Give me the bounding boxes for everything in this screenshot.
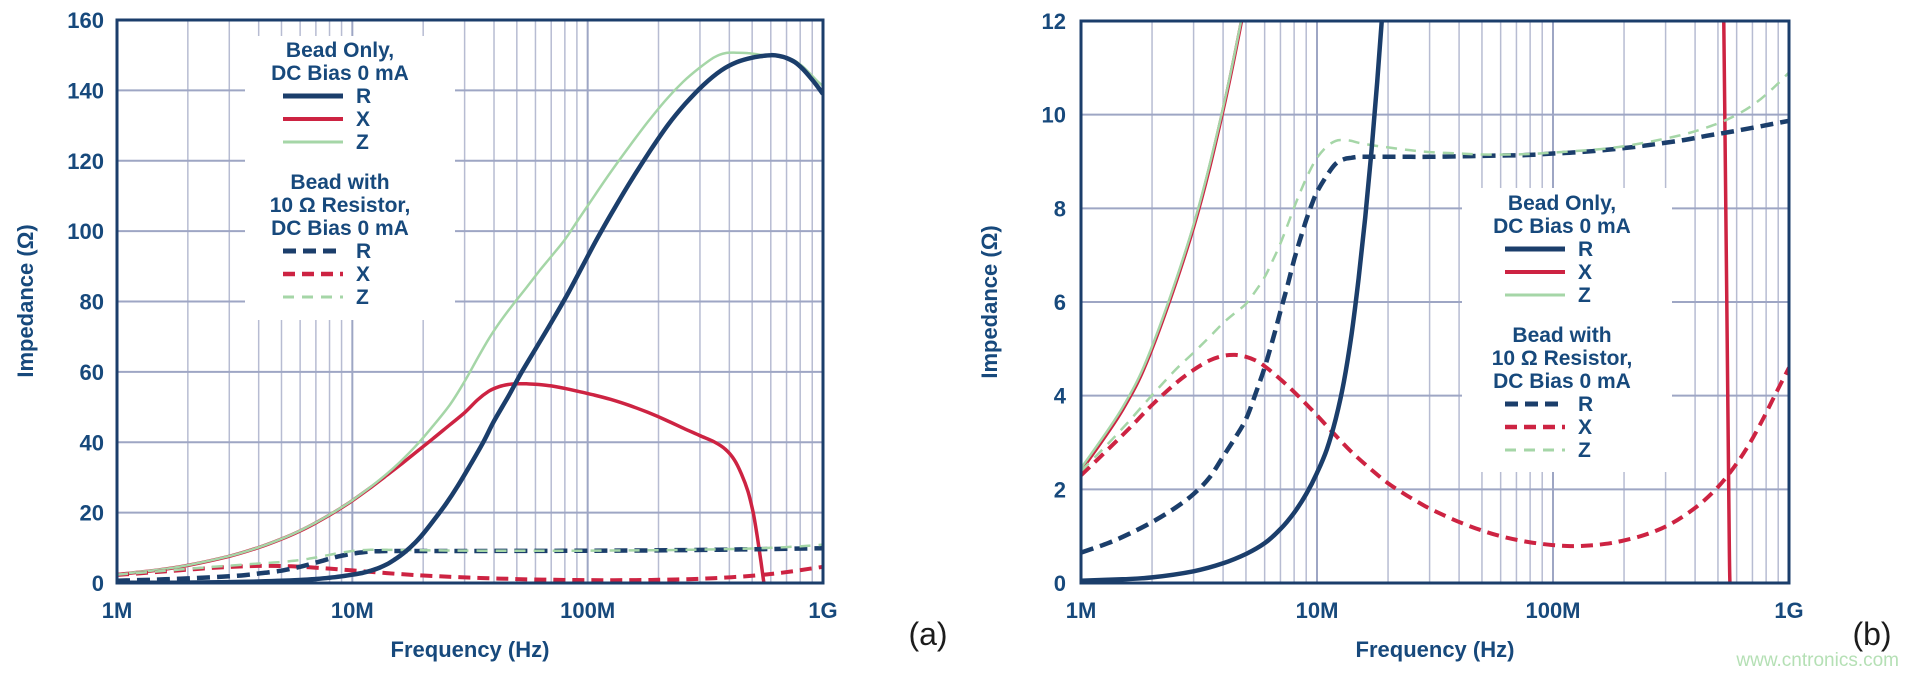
- y-tick-label: 6: [1054, 290, 1066, 315]
- y-tick-label: 140: [67, 78, 104, 103]
- y-tick-label: 100: [67, 219, 104, 244]
- plot-border: [115, 18, 825, 585]
- y-axis-label: Impedance (Ω): [977, 225, 1002, 378]
- legend-title: DC Bias 0 mA: [271, 62, 409, 85]
- curves-b: [1081, 21, 1789, 583]
- series-bead_Z-curve: [1081, 21, 1243, 470]
- x-axis-label: Frequency (Hz): [1356, 637, 1515, 662]
- legend-label: Z: [1578, 284, 1591, 307]
- x-tick-label: 1M: [1066, 598, 1097, 623]
- y-tick-label: 160: [67, 8, 104, 33]
- panel-a-caption: (a): [908, 616, 947, 652]
- legend-label: X: [356, 263, 370, 286]
- legend-title: Bead Only,: [1508, 192, 1616, 215]
- series-beadres_Z-curve: [1081, 71, 1789, 472]
- grid-b: [1081, 21, 1789, 583]
- y-tick-label: 20: [80, 501, 104, 526]
- legend-title: DC Bias 0 mA: [1493, 370, 1631, 393]
- x-tick-label: 1G: [1774, 598, 1803, 623]
- legend-label: R: [1578, 393, 1593, 416]
- y-tick-label: 120: [67, 149, 104, 174]
- legend-background: [245, 36, 455, 320]
- y-tick-label: 0: [92, 571, 104, 596]
- legend-title: DC Bias 0 mA: [271, 217, 409, 240]
- x-tick-label: 1G: [808, 598, 837, 623]
- legend-label: R: [356, 240, 371, 263]
- y-tick-label: 0: [1054, 571, 1066, 596]
- legend-label: Z: [356, 131, 369, 154]
- legend-label: Z: [1578, 439, 1591, 462]
- panel-b-caption: (b): [1852, 616, 1891, 652]
- x-tick-label: 100M: [1525, 598, 1580, 623]
- x-tick-label: 1M: [102, 598, 133, 623]
- series-beadres_Z-curve: [117, 543, 823, 576]
- legend-label: R: [356, 85, 371, 108]
- y-tick-label: 2: [1054, 477, 1066, 502]
- y-tick-label: 80: [80, 290, 104, 315]
- y-tick-label: 4: [1054, 384, 1067, 409]
- x-tick-label: 10M: [1296, 598, 1339, 623]
- y-tick-label: 8: [1054, 196, 1066, 221]
- y-tick-label: 10: [1042, 103, 1066, 128]
- grid-a: [117, 20, 823, 583]
- y-tick-label: 40: [80, 430, 104, 455]
- legend-background: [1462, 188, 1672, 472]
- x-tick-label: 100M: [560, 598, 615, 623]
- legend-label: Z: [356, 286, 369, 309]
- x-tick-label: 10M: [331, 598, 374, 623]
- series-beadres_X-curve: [1081, 352, 1789, 549]
- watermark-text: www.cntronics.com: [1735, 650, 1899, 671]
- y-tick-label: 60: [80, 360, 104, 385]
- x-axis-label: Frequency (Hz): [391, 637, 550, 662]
- chart-panel-a: 0 20 40 60 80 100 120 140 160 1M 10M 100M 1G Frequenc…: [13, 8, 838, 662]
- legend-label: X: [1578, 416, 1592, 439]
- legend-label: X: [356, 108, 370, 131]
- legend-label: R: [1578, 238, 1593, 261]
- series-beadres_X-curve: [117, 563, 823, 583]
- y-tick-label: 12: [1042, 9, 1066, 34]
- series-beadres_R-curve: [117, 546, 823, 583]
- legend-title: 10 Ω Resistor,: [1492, 347, 1633, 370]
- series-bead_R-curve: [1081, 21, 1385, 583]
- legend-label: X: [1578, 261, 1592, 284]
- chart-panel-b: 0 2 4 6 8 10 12 1M 10M 100M 1G Frequency (Hz) Impeda…: [977, 9, 1804, 662]
- legend-title: Bead with: [290, 171, 389, 194]
- legend-title: 10 Ω Resistor,: [270, 194, 411, 217]
- legend-title: DC Bias 0 mA: [1493, 215, 1631, 238]
- curves-a: [117, 51, 823, 583]
- legend-title: Bead with: [1512, 324, 1611, 347]
- y-axis-label: Impedance (Ω): [13, 224, 38, 377]
- legend-title: Bead Only,: [286, 39, 394, 62]
- series-beadres_R-curve: [1081, 118, 1789, 555]
- series-bead_R-curve: [117, 52, 823, 583]
- plot-border: [1079, 19, 1791, 585]
- series-bead_Z-curve: [117, 51, 823, 576]
